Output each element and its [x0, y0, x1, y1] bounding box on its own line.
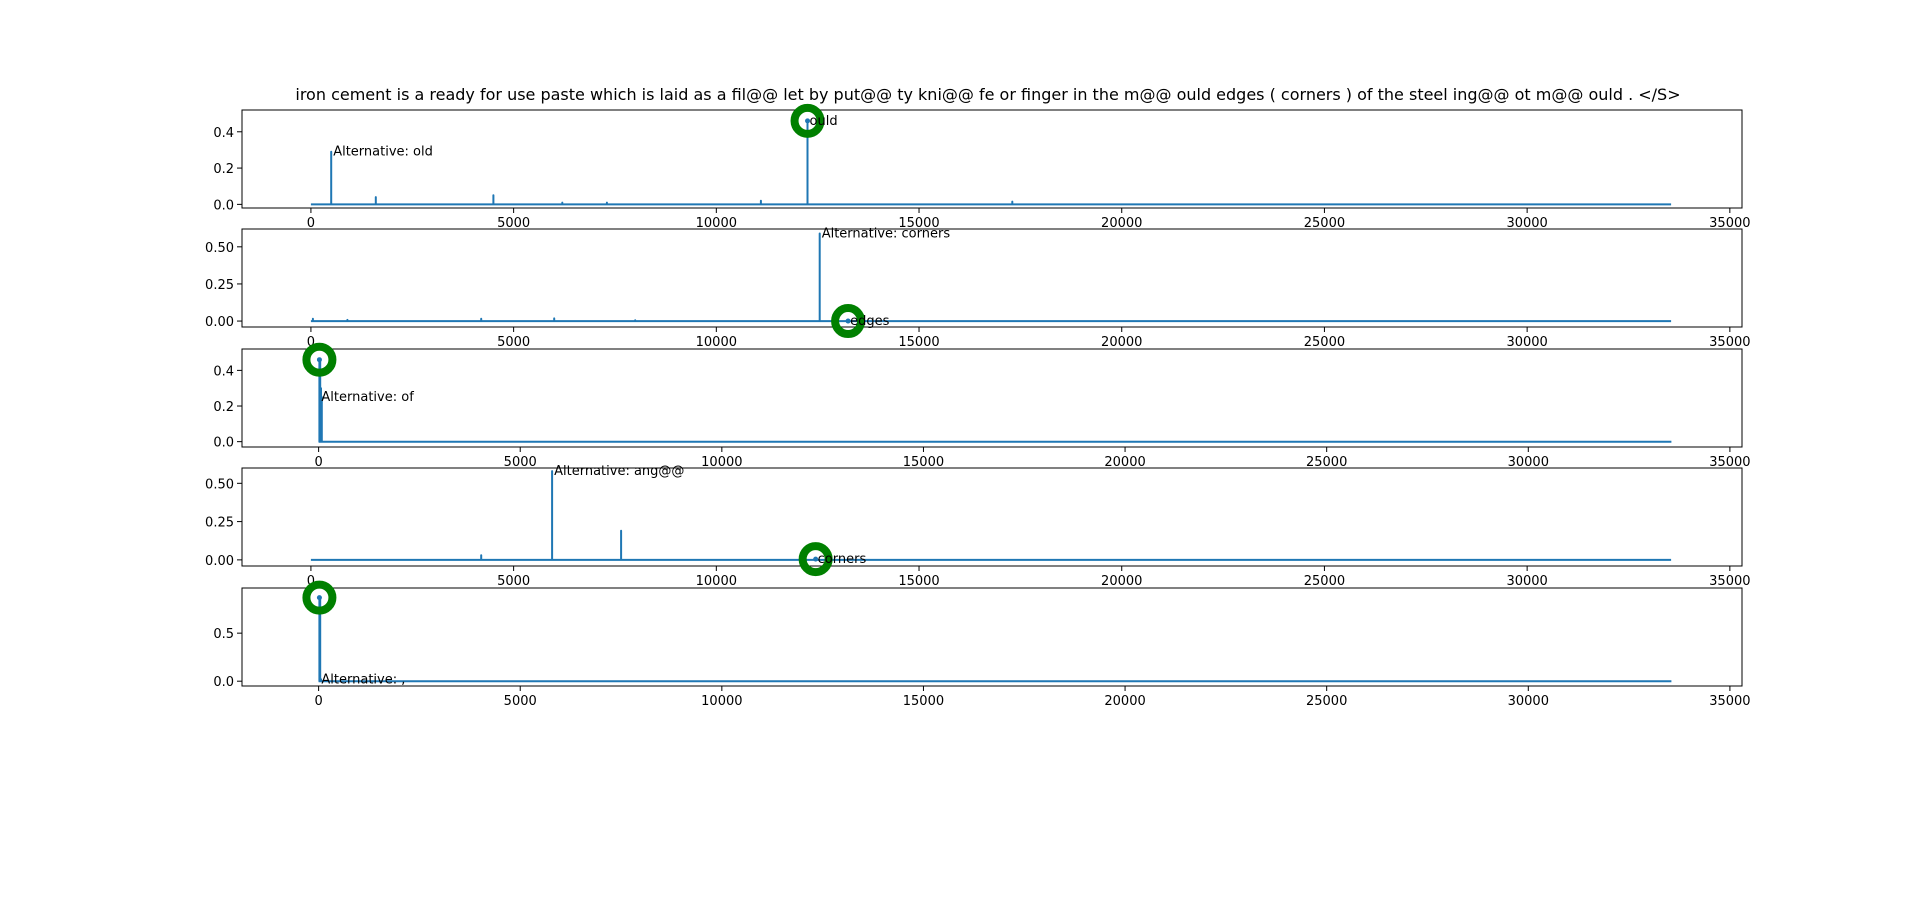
y-tick-label: 0.0 [213, 198, 234, 213]
x-tick-label: 10000 [696, 574, 737, 589]
y-tick-label: 0.4 [213, 126, 234, 141]
x-tick-label: 20000 [1104, 694, 1145, 709]
y-tick-label: 0.5 [213, 627, 234, 642]
x-tick-label: 10000 [696, 335, 737, 350]
x-tick-label: 0 [307, 216, 315, 231]
selected-token-marker [302, 580, 337, 615]
x-tick-label: 30000 [1506, 216, 1547, 231]
x-tick-label: 0 [314, 455, 322, 470]
x-tick-label: 30000 [1508, 694, 1549, 709]
subplot-4: 0 5000 10000 15000 20000 25000 30000 35000 0.00 0… [205, 464, 1750, 589]
annotation-label: Alternative: corners [822, 226, 951, 241]
y-tick-label: 0.00 [205, 315, 234, 330]
y-tick-label: 0.00 [205, 554, 234, 569]
figure-title: iron cement is a ready for use paste whi… [295, 85, 1680, 104]
selected-token-marker [831, 304, 866, 339]
x-tick-label: 35000 [1709, 335, 1750, 350]
x-tick-label: 35000 [1709, 216, 1750, 231]
x-tick-label: 10000 [696, 216, 737, 231]
axes-frame [241, 587, 1743, 687]
x-tick-label: 15000 [898, 216, 939, 231]
y-tick-label: 0.4 [213, 364, 234, 379]
annotation-label: Alternative: ang@@ [554, 464, 684, 479]
annotation-label: Alternative: old [333, 145, 433, 160]
selected-token-marker [798, 542, 833, 577]
x-tick-label: 25000 [1304, 574, 1345, 589]
y-tick-label: 0.25 [205, 516, 234, 531]
x-tick-label: 25000 [1306, 455, 1347, 470]
selected-token-point [316, 357, 322, 363]
x-tick-label: 25000 [1304, 335, 1345, 350]
y-tick-label: 0.2 [213, 400, 234, 415]
x-tick-label: 20000 [1104, 455, 1145, 470]
x-tick-label: 10000 [701, 455, 742, 470]
x-tick-label: 15000 [903, 455, 944, 470]
x-tick-label: 10000 [701, 694, 742, 709]
annotation-label: Alternative: , [321, 672, 405, 687]
subplot-1: 0 5000 10000 15000 20000 25000 30000 35000 0.0 0.… [213, 103, 1751, 231]
x-tick-label: 15000 [903, 694, 944, 709]
x-tick-label: 35000 [1709, 694, 1750, 709]
y-tick-label: 0.2 [213, 162, 234, 177]
axes-frame [241, 348, 1743, 448]
selected-token-marker [790, 103, 825, 138]
x-tick-label: 20000 [1101, 216, 1142, 231]
subplot-2: 0 5000 10000 15000 20000 25000 30000 35000 0.00 0… [205, 226, 1750, 350]
x-tick-label: 15000 [898, 335, 939, 350]
y-tick-label: 0.25 [205, 278, 234, 293]
y-tick-label: 0.0 [213, 436, 234, 451]
x-tick-label: 30000 [1506, 574, 1547, 589]
x-tick-label: 5000 [504, 694, 537, 709]
axes-frame [241, 109, 1743, 209]
annotation-label: corners [818, 552, 867, 567]
x-tick-label: 30000 [1506, 335, 1547, 350]
axes-frame [241, 228, 1743, 328]
annotation-label: Alternative: of [321, 390, 414, 405]
axes-frame [241, 467, 1743, 567]
selected-token-point [813, 556, 819, 562]
x-tick-label: 30000 [1508, 455, 1549, 470]
y-tick-label: 0.50 [205, 477, 234, 492]
annotation-label: ould [810, 114, 838, 129]
subplots: 0 5000 10000 15000 20000 25000 30000 35000 0.0 0.… [205, 103, 1751, 709]
x-tick-label: 0 [307, 574, 315, 589]
x-tick-label: 0 [314, 694, 322, 709]
x-tick-label: 15000 [898, 574, 939, 589]
selected-token-marker [302, 342, 337, 377]
x-tick-label: 35000 [1709, 455, 1750, 470]
x-tick-label: 5000 [497, 335, 530, 350]
x-tick-label: 25000 [1304, 216, 1345, 231]
x-tick-label: 35000 [1709, 574, 1750, 589]
series-line [310, 232, 1672, 323]
series-line [310, 119, 1672, 206]
x-tick-label: 5000 [497, 216, 530, 231]
x-tick-label: 20000 [1101, 574, 1142, 589]
x-tick-label: 5000 [504, 455, 537, 470]
x-tick-label: 25000 [1306, 694, 1347, 709]
y-tick-label: 0.50 [205, 241, 234, 256]
y-tick-label: 0.0 [213, 675, 234, 690]
x-tick-label: 20000 [1101, 335, 1142, 350]
selected-token-point [845, 318, 851, 324]
x-tick-label: 0 [307, 335, 315, 350]
annotation-label: edges [850, 314, 890, 329]
subplot-5: 0 5000 10000 15000 20000 25000 30000 35000 0.0 0.… [213, 580, 1751, 709]
subplot-3: 0 5000 10000 15000 20000 25000 30000 35000 0.0 0.… [213, 342, 1751, 470]
x-tick-label: 5000 [497, 574, 530, 589]
selected-token-point [805, 118, 811, 124]
selected-token-point [316, 595, 322, 601]
